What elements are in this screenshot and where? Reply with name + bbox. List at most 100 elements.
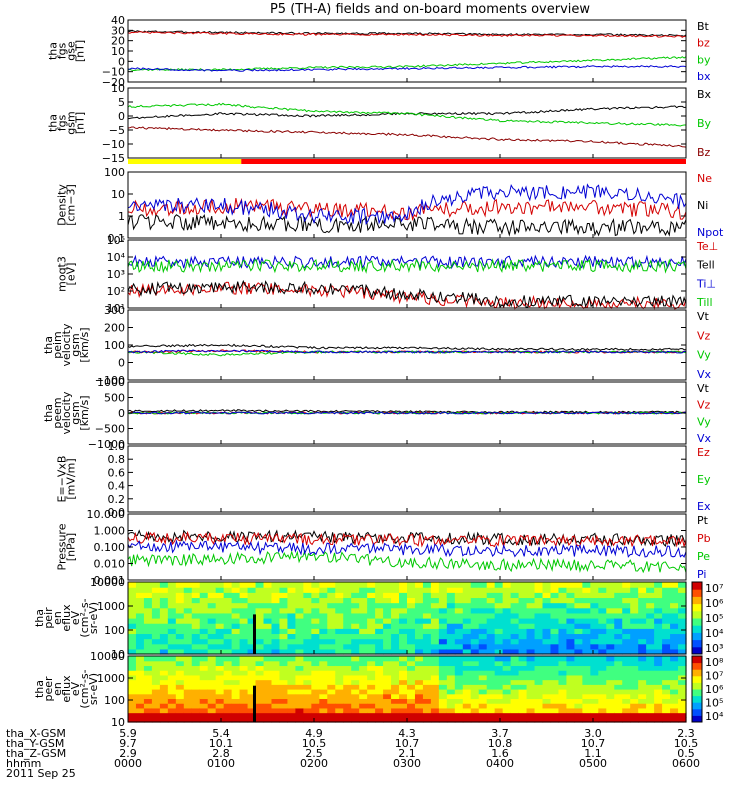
peer-spectrogram-cell — [670, 670, 679, 676]
peir-spectrogram-cell — [414, 648, 424, 655]
peir-spectrogram-cell — [462, 587, 472, 593]
peir-spectrogram-cell — [430, 587, 440, 593]
peer-spectrogram-cell — [383, 693, 392, 700]
peir-spectrogram-cell — [367, 623, 376, 629]
peer-spectrogram-cell — [678, 656, 687, 662]
peer-spectrogram-cell — [430, 660, 440, 667]
peir-spectrogram-cell — [143, 587, 153, 593]
peir-spectrogram-cell — [574, 643, 583, 650]
peer-spectrogram-cell — [534, 693, 544, 700]
peir-spectrogram-cell — [135, 607, 145, 614]
peir-spectrogram-cell — [135, 628, 145, 635]
peer-spectrogram-cell — [646, 660, 655, 667]
peer-spectrogram-cell — [159, 689, 169, 695]
peer-spectrogram-cell — [319, 665, 328, 671]
peir-spectrogram-cell — [454, 592, 464, 599]
peer-spectrogram-cell — [438, 707, 448, 714]
peir-spectrogram-cell — [462, 607, 472, 614]
density-ylabel-line: Density — [56, 184, 69, 226]
peer-spectrogram-cell — [502, 707, 512, 714]
peer-spectrogram-cell — [646, 698, 655, 704]
peir-spectrogram-cell — [462, 602, 472, 609]
peir-spectrogram-cell — [128, 643, 137, 650]
peer-spectrogram-cell — [662, 684, 671, 690]
peir-spectrogram-cell — [239, 618, 249, 624]
density-legend-Npot: Npot — [697, 226, 724, 239]
peir-spectrogram-cell — [422, 628, 432, 635]
peir-spectrogram-cell — [446, 648, 456, 655]
peer-spectrogram-cell — [343, 689, 352, 695]
peer-spectrogram-cell — [327, 674, 336, 681]
peer-spectrogram-cell — [128, 717, 137, 723]
peir-spectrogram-cell — [271, 612, 281, 619]
peir-spectrogram-cell — [343, 623, 352, 629]
peer-spectrogram-cell — [343, 717, 352, 723]
peir-spectrogram-cell — [454, 623, 464, 629]
peer-spectrogram-cell — [566, 689, 575, 695]
peir-spectrogram-cell — [367, 638, 376, 645]
peir-spectrogram-cell — [606, 648, 615, 655]
peir-spectrogram-cell — [646, 633, 655, 640]
peir-spectrogram-cell — [622, 607, 631, 614]
peir-spectrogram-cell — [638, 582, 647, 588]
peir-spectrogram-cell — [183, 592, 193, 599]
peir-spectrogram-cell — [351, 618, 360, 624]
peer-spectrogram-cell — [343, 698, 352, 704]
peer-spectrogram-cell — [311, 679, 320, 685]
ephemeris-value: 10.7 — [395, 737, 420, 750]
peer-spectrogram-cell — [478, 674, 488, 681]
ephemeris-label: tha_X-GSM — [6, 727, 66, 740]
ephemeris-value: 5.4 — [212, 727, 230, 740]
peir-spectrogram-cell — [454, 582, 464, 588]
pressure-ylabel-line: [nPa] — [65, 533, 78, 561]
peir-spectrogram-cell — [279, 643, 289, 650]
peer-spectrogram-cell — [151, 698, 161, 704]
peir-spectrogram-cell — [295, 602, 304, 609]
peir-spectrogram-cell — [287, 582, 296, 588]
peer-spectrogram-cell — [383, 656, 392, 662]
peir-spectrogram-cell — [375, 587, 384, 593]
peir-spectrogram-cell — [478, 612, 488, 619]
peir-spectrogram-cell — [167, 582, 177, 588]
peer-spectrogram-cell — [183, 698, 193, 704]
peir-spectrogram-cell — [255, 643, 265, 650]
peir-spectrogram-cell — [231, 618, 241, 624]
peir-spectrogram-cell — [582, 648, 591, 655]
peer-spectrogram-cell — [271, 674, 281, 681]
peir-spectrogram-cell — [151, 648, 161, 655]
peer-spectrogram-cell — [422, 656, 432, 662]
peem-velocity-ylabel-line: tha — [42, 404, 55, 422]
temperature-ytick-label: 10³ — [107, 268, 125, 281]
peer-spectrogram-cell — [375, 698, 384, 704]
peer-spectrogram-cell — [143, 674, 153, 681]
peir-spectrogram-cell — [199, 602, 209, 609]
peir-spectrogram-cell — [582, 587, 591, 593]
peir-spectrogram-cell — [151, 638, 161, 645]
peer-spectrogram-cell — [295, 656, 304, 662]
peer-spectrogram-cell — [526, 717, 536, 723]
peer-spectrogram-cell — [159, 717, 169, 723]
peer-spectrogram-cell — [646, 717, 655, 723]
peir-spectrogram-cell — [231, 602, 241, 609]
peir-spectrogram-cell — [486, 648, 496, 655]
peer-spectrogram-cell — [335, 693, 344, 700]
peer-spectrogram-cell — [191, 712, 201, 718]
peer-spectrogram-cell — [486, 698, 496, 704]
peir-spectrogram-cell — [542, 612, 552, 619]
peer-spectrogram-cell — [662, 660, 671, 667]
peir-spectrogram-cell — [550, 582, 560, 588]
peer-spectrogram-cell — [542, 665, 552, 671]
peir-spectrogram-cell — [191, 648, 201, 655]
peer-spectrogram-cell — [343, 679, 352, 685]
peer-spectrogram-cell — [327, 656, 336, 662]
ephemeris-value: 0100 — [207, 757, 235, 770]
peer-spectrogram-cell — [255, 684, 265, 690]
peer-spectrogram-cell — [351, 712, 360, 718]
peer-spectrogram-cell — [582, 674, 591, 681]
peir-spectrogram-cell — [215, 623, 225, 629]
peir-spectrogram-cell — [510, 618, 520, 624]
peir-spectrogram-cell — [303, 612, 312, 619]
peir-spectrogram-cell — [502, 628, 512, 635]
peer-spectrogram-cell — [247, 703, 257, 709]
peir-spectrogram-cell — [135, 612, 145, 619]
